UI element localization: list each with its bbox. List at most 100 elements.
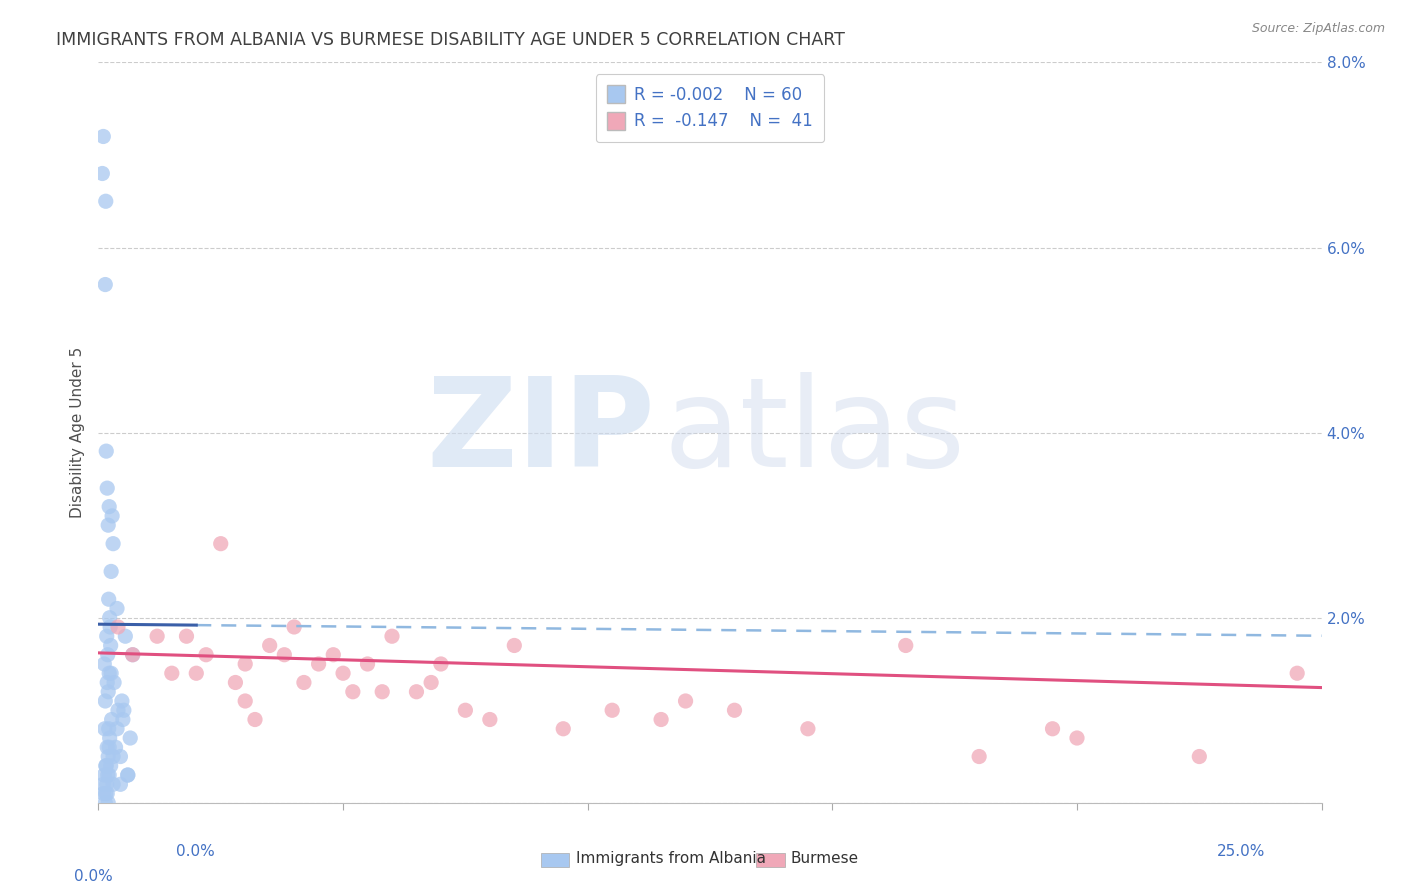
Point bbox=[91, 777, 114, 791]
Point bbox=[454, 703, 477, 717]
Point bbox=[91, 129, 114, 144]
Point bbox=[114, 629, 136, 643]
Point bbox=[96, 481, 118, 495]
Point bbox=[723, 703, 745, 717]
Point bbox=[100, 565, 122, 579]
Y-axis label: Disability Age Under 5: Disability Age Under 5 bbox=[70, 347, 86, 518]
Point bbox=[308, 657, 330, 671]
Point bbox=[101, 536, 124, 550]
Point bbox=[96, 740, 118, 755]
Point bbox=[101, 749, 124, 764]
Point bbox=[100, 713, 122, 727]
Point bbox=[233, 657, 256, 671]
Text: ZIP: ZIP bbox=[426, 372, 655, 493]
Point bbox=[195, 648, 218, 662]
Point bbox=[405, 685, 427, 699]
Point bbox=[94, 758, 117, 772]
Point bbox=[478, 713, 501, 727]
Text: IMMIGRANTS FROM ALBANIA VS BURMESE DISABILITY AGE UNDER 5 CORRELATION CHART: IMMIGRANTS FROM ALBANIA VS BURMESE DISAB… bbox=[56, 31, 845, 49]
Text: Immigrants from Albania: Immigrants from Albania bbox=[576, 851, 766, 865]
Point bbox=[100, 639, 122, 653]
Point bbox=[97, 518, 120, 533]
Point bbox=[121, 648, 143, 662]
Point bbox=[98, 500, 121, 514]
Point bbox=[1286, 666, 1309, 681]
Point bbox=[420, 675, 443, 690]
Point bbox=[176, 629, 198, 643]
Point bbox=[117, 768, 139, 782]
Point bbox=[97, 768, 120, 782]
Point bbox=[96, 777, 118, 791]
Text: atlas: atlas bbox=[664, 372, 966, 493]
Point bbox=[94, 277, 117, 292]
Point bbox=[98, 731, 121, 745]
Point bbox=[322, 648, 344, 662]
Point bbox=[259, 639, 281, 653]
Point bbox=[96, 758, 118, 772]
Point bbox=[356, 657, 378, 671]
Point bbox=[101, 777, 124, 791]
Legend: R = -0.002    N = 60, R =  -0.147    N =  41: R = -0.002 N = 60, R = -0.147 N = 41 bbox=[596, 74, 824, 142]
Point bbox=[97, 722, 120, 736]
Text: Burmese: Burmese bbox=[790, 851, 858, 865]
Point bbox=[111, 713, 134, 727]
Point bbox=[342, 685, 364, 699]
Point bbox=[96, 444, 118, 458]
Point bbox=[91, 787, 114, 801]
Point bbox=[120, 731, 142, 745]
Point bbox=[224, 675, 246, 690]
Point bbox=[283, 620, 305, 634]
Point bbox=[98, 666, 121, 681]
Point bbox=[96, 787, 118, 801]
Point bbox=[797, 722, 820, 736]
Text: 0.0%: 0.0% bbox=[75, 870, 112, 885]
Point bbox=[146, 629, 169, 643]
Point bbox=[97, 648, 120, 662]
Point bbox=[553, 722, 575, 736]
Point bbox=[107, 703, 129, 717]
Point bbox=[503, 639, 526, 653]
Point bbox=[332, 666, 354, 681]
Point bbox=[96, 675, 118, 690]
Point bbox=[1042, 722, 1064, 736]
Point bbox=[93, 768, 115, 782]
Point bbox=[186, 666, 208, 681]
Point bbox=[103, 675, 125, 690]
Point bbox=[111, 694, 134, 708]
Point bbox=[894, 639, 917, 653]
Point bbox=[292, 675, 315, 690]
Point bbox=[967, 749, 990, 764]
Point bbox=[98, 740, 121, 755]
Point bbox=[98, 768, 121, 782]
Point bbox=[97, 749, 120, 764]
Point bbox=[107, 620, 129, 634]
Point bbox=[650, 713, 672, 727]
Point bbox=[243, 713, 266, 727]
Point bbox=[209, 536, 232, 550]
Point bbox=[273, 648, 295, 662]
Point bbox=[233, 694, 256, 708]
Point bbox=[675, 694, 697, 708]
Point bbox=[93, 657, 115, 671]
Point bbox=[110, 749, 132, 764]
Point bbox=[1188, 749, 1211, 764]
Point bbox=[112, 703, 135, 717]
Point bbox=[101, 508, 124, 523]
Point bbox=[121, 648, 143, 662]
Text: Source: ZipAtlas.com: Source: ZipAtlas.com bbox=[1251, 22, 1385, 36]
Point bbox=[117, 768, 139, 782]
Point bbox=[97, 685, 120, 699]
Point bbox=[98, 620, 121, 634]
Point bbox=[94, 796, 117, 810]
Point bbox=[104, 740, 127, 755]
Point bbox=[381, 629, 404, 643]
Point bbox=[105, 722, 128, 736]
Point bbox=[160, 666, 183, 681]
Point bbox=[100, 758, 122, 772]
Point bbox=[98, 610, 121, 624]
Point bbox=[94, 722, 117, 736]
Point bbox=[110, 777, 132, 791]
Point bbox=[600, 703, 623, 717]
Point bbox=[371, 685, 394, 699]
Point bbox=[105, 601, 128, 615]
